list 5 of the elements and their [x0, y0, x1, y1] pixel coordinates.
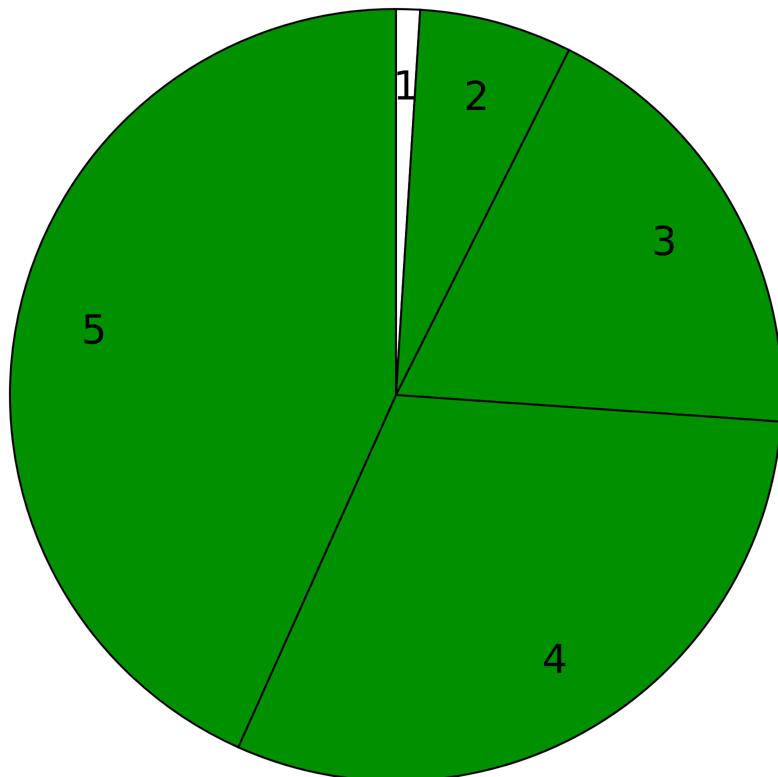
slice-label: 2	[464, 74, 490, 120]
slice-label: 4	[542, 636, 568, 683]
slice-label: 3	[652, 219, 677, 265]
slice-label: 5	[81, 307, 107, 354]
slice-label: 1	[392, 63, 418, 110]
